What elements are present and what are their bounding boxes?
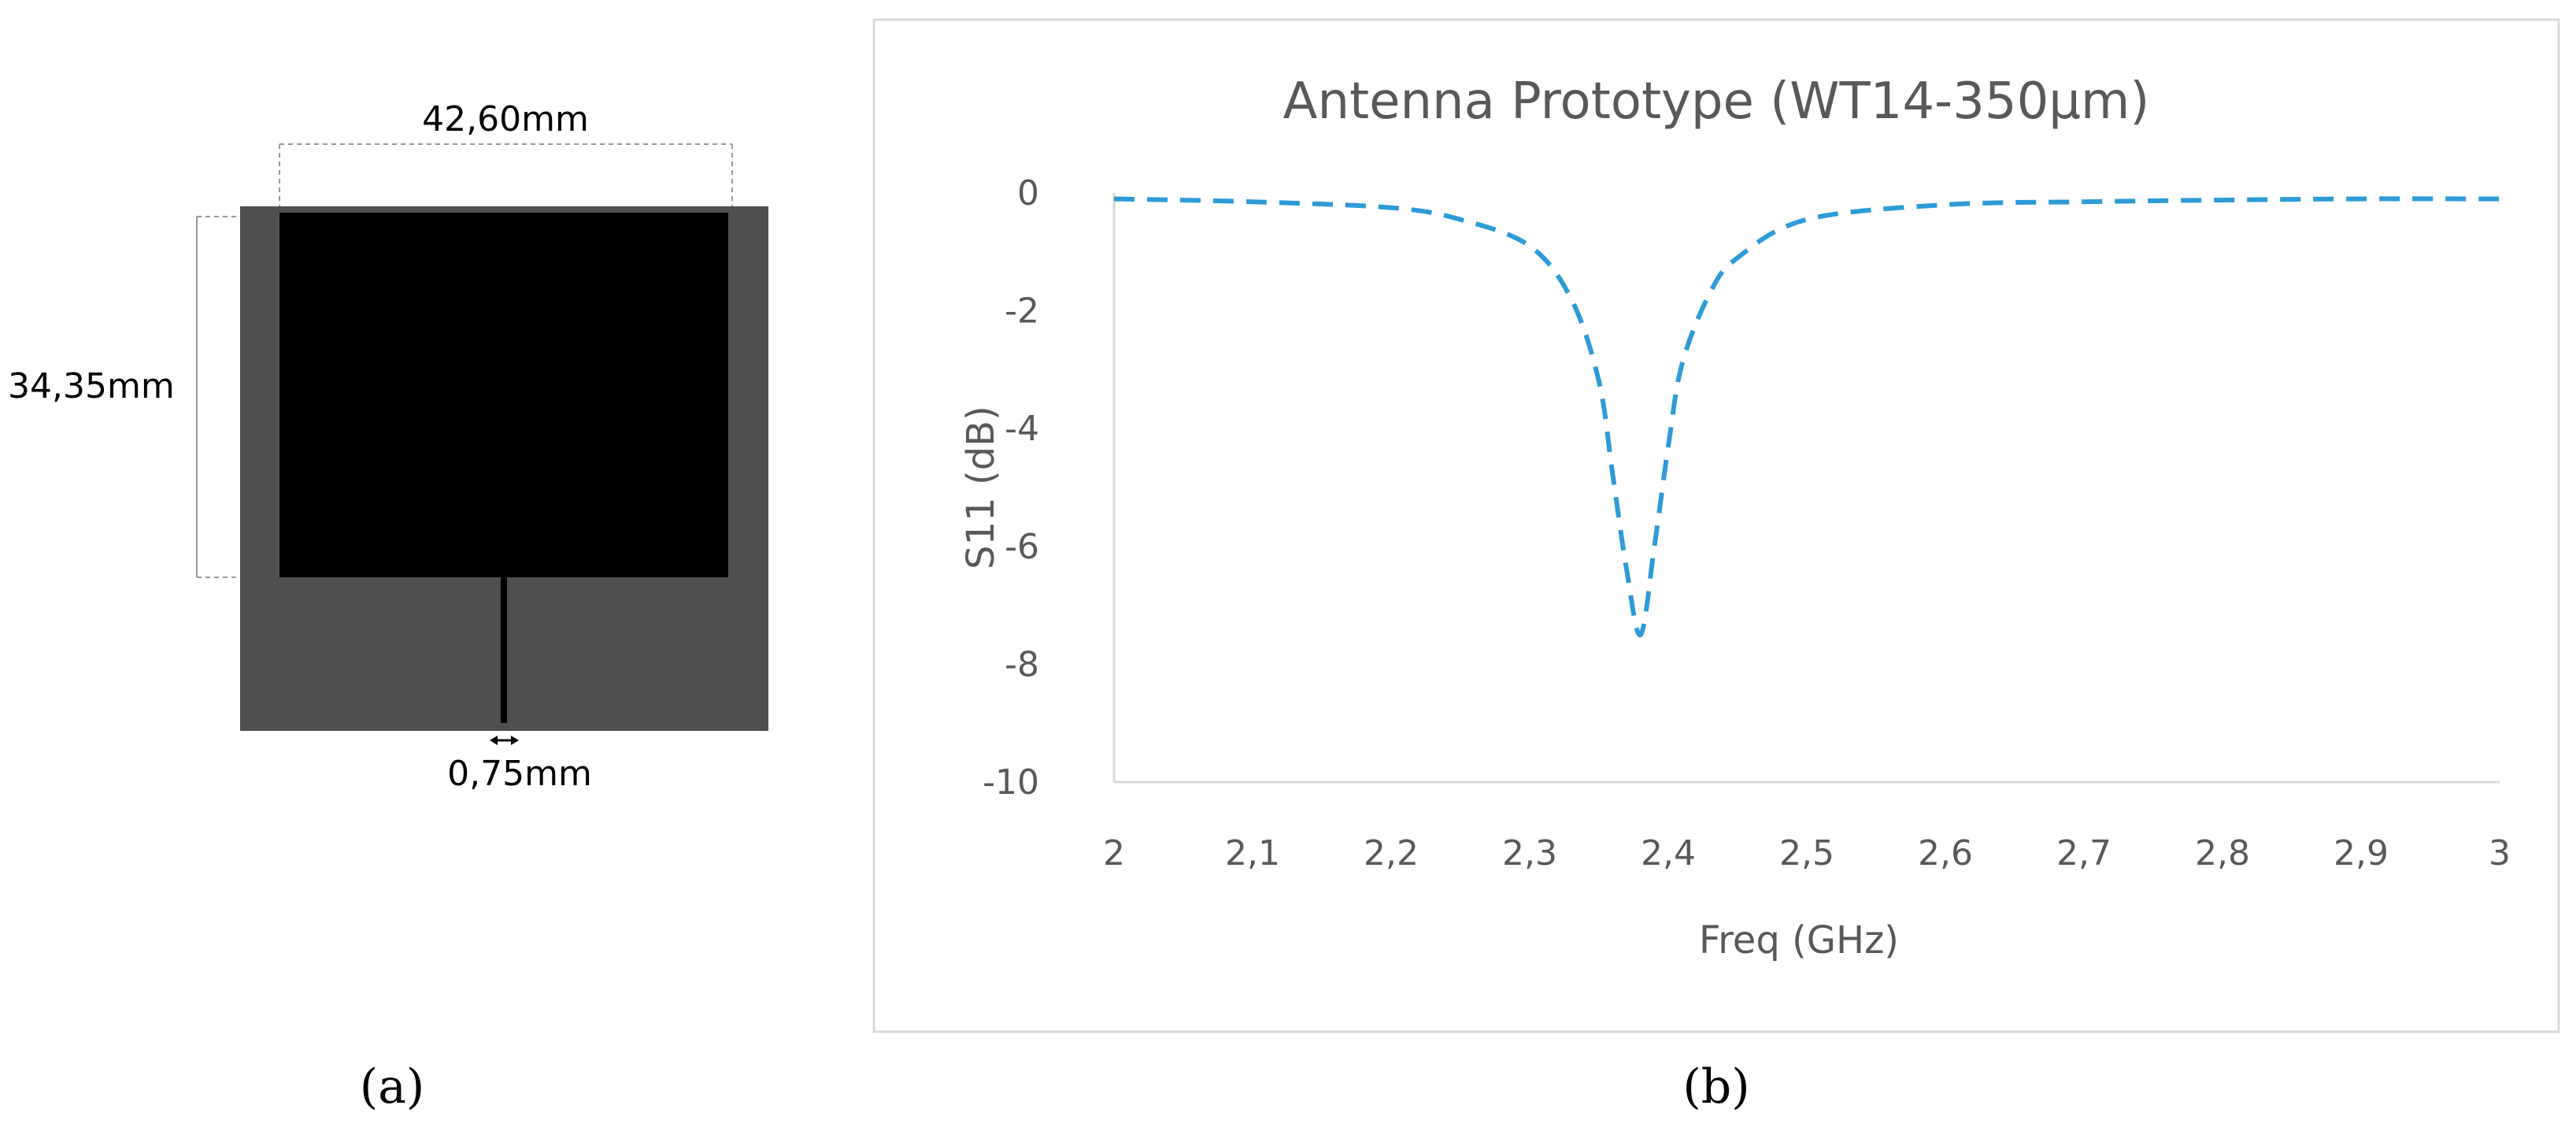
- x-tick-label: 2,9: [2334, 833, 2389, 873]
- y-axis-title: S11 (dB): [959, 406, 1003, 569]
- x-tick-label: 2,4: [1641, 833, 1696, 873]
- x-tick-label: 2: [1103, 833, 1125, 873]
- x-axis-title: Freq (GHz): [1699, 918, 1899, 962]
- y-tick-label: -10: [983, 762, 1039, 803]
- chart-frame: [872, 18, 2560, 1033]
- panel-a: 42,60mm 34,35mm 0,75mm (a): [8, 99, 768, 1114]
- feed-width-arrow: [490, 736, 519, 745]
- panel-b: Antenna Prototype (WT14-350µm) 0 -2 -4 -6 -8…: [872, 18, 2560, 1114]
- x-tick-label: 2,6: [1918, 833, 1973, 873]
- y-tick-label: 0: [1017, 173, 1039, 213]
- plot-area: 0 -2 -4 -6 -8 -10 2 2,1 2,2 2,3 2,4 2,5 2,6 2,7 2,8 2,…: [983, 173, 2511, 873]
- y-tick-label: -8: [1005, 644, 1039, 684]
- x-tick-label: 2,5: [1779, 833, 1834, 873]
- height-dimension-label: 34,35mm: [8, 366, 175, 406]
- y-tick-labels: 0 -2 -4 -6 -8 -10: [983, 173, 1039, 803]
- panel-b-caption: (b): [1682, 1059, 1749, 1114]
- series-line-s11: [1113, 196, 2500, 638]
- feed-line: [501, 577, 507, 723]
- y-tick-label: -4: [1005, 409, 1039, 449]
- x-tick-label: 2,1: [1225, 833, 1280, 873]
- x-tick-label: 3: [2489, 833, 2511, 873]
- y-tick-label: -6: [1005, 527, 1039, 567]
- x-tick-label: 2,2: [1364, 833, 1419, 873]
- y-tick-label: -2: [1005, 291, 1039, 332]
- x-tick-label: 2,7: [2056, 833, 2112, 873]
- feed-width-label: 0,75mm: [447, 754, 592, 794]
- x-tick-label: 2,8: [2195, 833, 2250, 873]
- x-tick-labels: 2 2,1 2,2 2,3 2,4 2,5 2,6 2,7 2,8 2,9 3: [1103, 833, 2511, 873]
- series-layer: [1113, 196, 2500, 638]
- chart-title: Antenna Prototype (WT14-350µm): [1283, 72, 2150, 131]
- width-dimension-label: 42,60mm: [422, 99, 589, 139]
- panel-a-caption: (a): [360, 1059, 425, 1114]
- radiating-patch: [279, 213, 728, 577]
- x-tick-label: 2,3: [1502, 833, 1557, 873]
